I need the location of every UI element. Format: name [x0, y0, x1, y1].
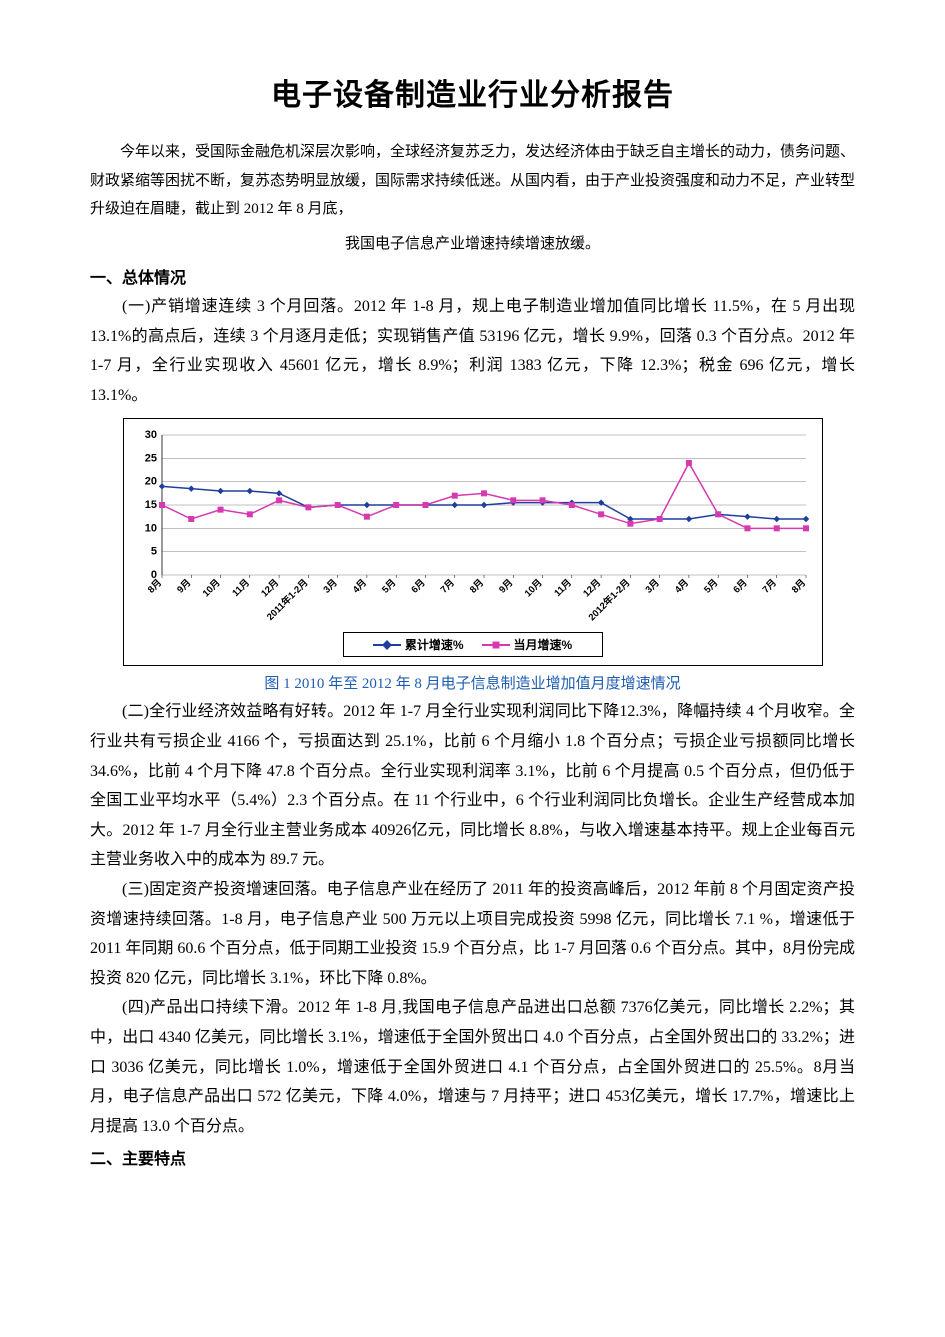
svg-text:4月: 4月	[350, 578, 368, 596]
chart-1-caption: 图 1 2010 年至 2012 年 8 月电子信息制造业增加值月度增速情况	[123, 672, 823, 693]
section-2-heading: 二、主要特点	[90, 1145, 855, 1169]
chart-1-container: 0510152025308月9月10月11月12月2011年1-2月3月4月5月…	[123, 418, 823, 693]
svg-text:9月: 9月	[497, 578, 515, 596]
svg-text:10月: 10月	[200, 578, 222, 600]
chart-1-box: 0510152025308月9月10月11月12月2011年1-2月3月4月5月…	[123, 418, 823, 666]
svg-text:4月: 4月	[672, 578, 690, 596]
section-1-heading: 一、总体情况	[90, 264, 855, 288]
svg-text:10月: 10月	[522, 578, 544, 600]
svg-text:8月: 8月	[789, 578, 807, 596]
svg-text:7月: 7月	[760, 578, 778, 596]
svg-text:8月: 8月	[145, 578, 163, 596]
legend-label-1: 累计增速%	[405, 636, 464, 653]
paragraph-1-1: (一)产销增速连续 3 个月回落。2012 年 1-8 月，规上电子制造业增加值…	[90, 292, 855, 410]
svg-text:25: 25	[144, 453, 156, 465]
paragraph-1-4: (四)产品出口持续下滑。2012 年 1-8 月,我国电子信息产品进出口总额 7…	[90, 993, 855, 1141]
svg-text:30: 30	[144, 429, 156, 441]
svg-text:3月: 3月	[643, 578, 661, 596]
svg-text:12月: 12月	[581, 578, 603, 600]
svg-text:3月: 3月	[321, 578, 339, 596]
svg-text:15: 15	[144, 499, 156, 511]
chart-1-svg: 0510152025308月9月10月11月12月2011年1-2月3月4月5月…	[132, 427, 816, 627]
svg-text:5: 5	[150, 546, 156, 558]
intro-paragraph: 今年以来，受国际金融危机深层次影响，全球经济复苏乏力，发达经济体由于缺乏自主增长…	[90, 138, 855, 224]
paragraph-1-3: (三)固定资产投资增速回落。电子信息产业在经历了 2011 年的投资高峰后，20…	[90, 875, 855, 993]
page-title: 电子设备制造业行业分析报告	[90, 70, 855, 114]
svg-text:5月: 5月	[702, 578, 720, 596]
svg-text:6月: 6月	[409, 578, 427, 596]
chart-1-legend: 累计增速% 当月增速%	[343, 632, 603, 657]
legend-item-cumulative: 累计增速%	[373, 636, 464, 653]
svg-text:6月: 6月	[731, 578, 749, 596]
legend-label-2: 当月增速%	[514, 636, 573, 653]
svg-text:11月: 11月	[552, 578, 574, 600]
svg-text:11月: 11月	[230, 578, 252, 600]
svg-text:5月: 5月	[380, 578, 398, 596]
svg-text:20: 20	[144, 476, 156, 488]
svg-text:12月: 12月	[259, 578, 281, 600]
svg-text:10: 10	[144, 523, 156, 535]
svg-text:8月: 8月	[467, 578, 485, 596]
intro-paragraph-tail: 我国电子信息产业增速持续增速放缓。	[90, 230, 855, 259]
svg-text:9月: 9月	[175, 578, 193, 596]
legend-item-monthly: 当月增速%	[482, 636, 573, 653]
paragraph-1-2: (二)全行业经济效益略有好转。2012 年 1-7 月全行业实现利润同比下降12…	[90, 697, 855, 875]
svg-text:7月: 7月	[438, 578, 456, 596]
